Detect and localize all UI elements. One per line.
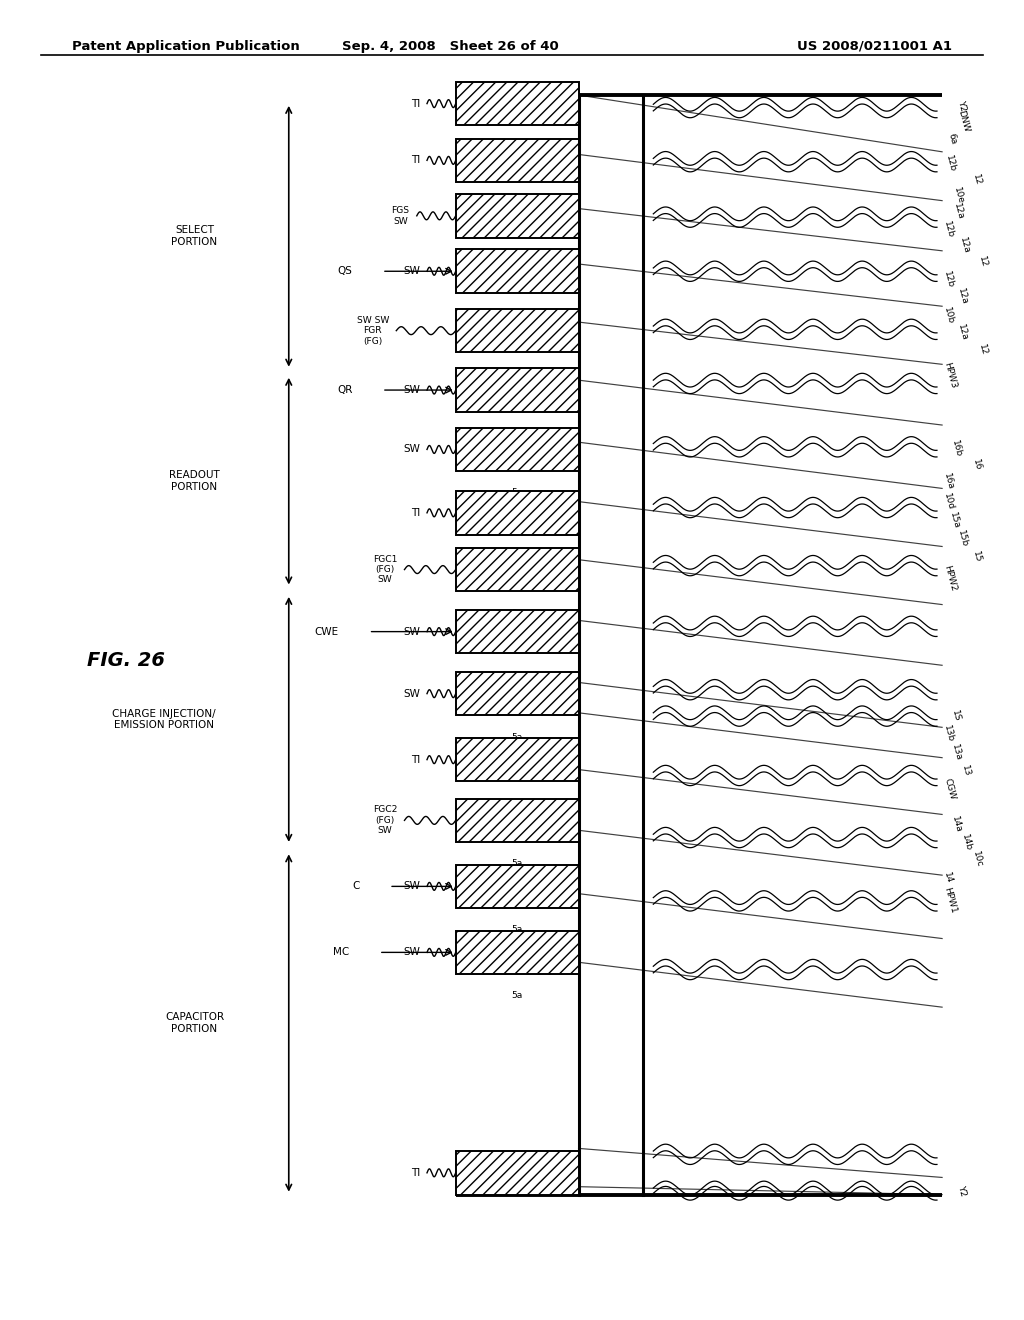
Bar: [456, 491, 579, 535]
Text: Patent Application Publication: Patent Application Publication: [72, 40, 299, 53]
Bar: [456, 799, 579, 842]
Text: 14b: 14b: [961, 833, 974, 851]
Text: 5a: 5a: [512, 370, 522, 379]
Text: 12a: 12a: [956, 288, 970, 306]
Text: HPW1: HPW1: [942, 886, 957, 915]
Text: 5a: 5a: [512, 199, 522, 209]
Text: 5a: 5a: [512, 859, 522, 869]
Text: CHARGE INJECTION/
EMISSION PORTION: CHARGE INJECTION/ EMISSION PORTION: [112, 709, 216, 730]
Text: 15: 15: [971, 550, 982, 564]
Text: 12b: 12b: [942, 271, 955, 289]
Text: 10d: 10d: [942, 492, 955, 511]
Text: READOUT
PORTION: READOUT PORTION: [169, 470, 220, 492]
Text: MC: MC: [333, 948, 349, 957]
Text: 5a: 5a: [512, 925, 522, 935]
Text: 15b: 15b: [956, 529, 970, 548]
Text: 6a: 6a: [946, 132, 957, 145]
Text: 12a: 12a: [952, 202, 966, 220]
Text: 16b: 16b: [950, 440, 964, 458]
Text: 5a: 5a: [512, 488, 522, 498]
Text: CAPACITOR
PORTION: CAPACITOR PORTION: [165, 1012, 224, 1034]
Text: FGS
SW: FGS SW: [391, 206, 410, 226]
Text: 5a: 5a: [512, 609, 522, 618]
Text: 10c: 10c: [971, 850, 984, 869]
Text: SW: SW: [403, 267, 420, 276]
Text: FGC1
(FG)
SW: FGC1 (FG) SW: [373, 554, 397, 585]
Text: CGW: CGW: [942, 777, 956, 801]
Text: 13: 13: [961, 764, 972, 777]
Text: 5a: 5a: [512, 429, 522, 438]
Bar: [456, 672, 579, 715]
Bar: [456, 368, 579, 412]
Bar: [456, 738, 579, 781]
Text: SW: SW: [403, 882, 420, 891]
Text: 12b: 12b: [942, 220, 955, 239]
Bar: [456, 931, 579, 974]
Text: 12: 12: [971, 173, 982, 186]
Text: 10b: 10b: [942, 306, 955, 325]
Bar: [456, 194, 579, 238]
Bar: [456, 548, 579, 591]
Text: 12b: 12b: [944, 154, 957, 173]
Text: 13a: 13a: [950, 743, 964, 762]
Text: QS: QS: [337, 267, 352, 276]
Text: DNW: DNW: [956, 110, 971, 133]
Text: 15a: 15a: [948, 511, 962, 529]
Text: 12: 12: [977, 255, 988, 268]
Text: 12a: 12a: [956, 323, 970, 342]
Text: US 2008/0211001 A1: US 2008/0211001 A1: [798, 40, 952, 53]
Text: 5a: 5a: [512, 255, 522, 264]
Text: SW: SW: [403, 385, 420, 395]
Text: 12a: 12a: [958, 236, 972, 255]
Text: 10e: 10e: [952, 186, 966, 205]
Bar: [456, 309, 579, 352]
Bar: [456, 82, 579, 125]
Bar: [456, 1151, 579, 1195]
Bar: [456, 610, 579, 653]
Text: Sep. 4, 2008   Sheet 26 of 40: Sep. 4, 2008 Sheet 26 of 40: [342, 40, 559, 53]
Text: SW: SW: [403, 627, 420, 636]
Text: SW: SW: [403, 445, 420, 454]
Bar: [456, 139, 579, 182]
Text: TI: TI: [411, 755, 420, 764]
Text: SELECT
PORTION: SELECT PORTION: [171, 226, 218, 247]
Text: C: C: [352, 882, 359, 891]
Text: SW: SW: [403, 948, 420, 957]
Text: Y2: Y2: [956, 1184, 968, 1197]
Text: TI: TI: [411, 99, 420, 108]
Text: HPW2: HPW2: [942, 564, 957, 593]
Text: 16: 16: [971, 458, 982, 471]
Text: FGC2
(FG)
SW: FGC2 (FG) SW: [373, 805, 397, 836]
Text: FIG. 26: FIG. 26: [87, 651, 165, 669]
Text: TI: TI: [411, 156, 420, 165]
Text: 13b: 13b: [942, 725, 955, 743]
Text: SW SW
FGR
(FG): SW SW FGR (FG): [356, 315, 389, 346]
Text: TI: TI: [411, 1168, 420, 1177]
Text: 1S: 1S: [950, 709, 962, 722]
Text: 14: 14: [942, 871, 953, 884]
Text: QR: QR: [337, 385, 352, 395]
Text: 12: 12: [977, 343, 988, 356]
Text: HPW3: HPW3: [942, 360, 957, 389]
Text: CWE: CWE: [314, 627, 339, 636]
Bar: [456, 865, 579, 908]
Text: TI: TI: [411, 508, 420, 517]
Bar: [456, 428, 579, 471]
Text: 5a: 5a: [512, 671, 522, 680]
Text: 16a: 16a: [942, 473, 955, 491]
Bar: [456, 249, 579, 293]
Text: SW: SW: [403, 689, 420, 698]
Text: 5a: 5a: [512, 991, 522, 1001]
Text: 5a: 5a: [512, 310, 522, 319]
Text: 14a: 14a: [950, 816, 964, 834]
Text: 5a: 5a: [512, 733, 522, 742]
Text: Y2: Y2: [956, 99, 968, 112]
